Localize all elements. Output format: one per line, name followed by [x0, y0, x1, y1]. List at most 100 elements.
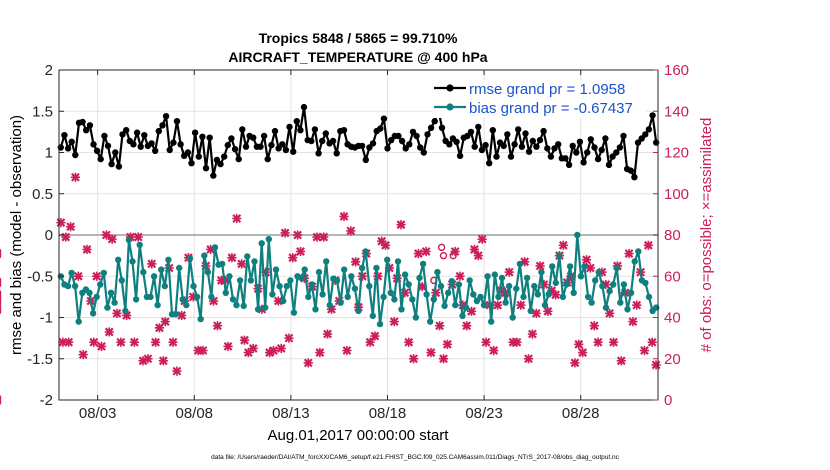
bias-point — [222, 289, 229, 296]
rmse-point — [580, 159, 587, 166]
rmse-point — [166, 146, 173, 154]
rmse-point — [398, 137, 406, 145]
rmse-point — [235, 155, 242, 163]
x-tick-label: 08/03 — [79, 405, 117, 422]
bias-point — [509, 314, 516, 321]
y-tick-label-right: 20 — [664, 351, 681, 368]
rmse-point — [152, 147, 159, 154]
rmse-point — [402, 145, 409, 152]
grid-lines — [59, 69, 658, 401]
bias-point — [297, 274, 305, 282]
bias-point — [645, 293, 653, 301]
assimilated-count-marker — [268, 345, 279, 356]
rmse-point — [551, 145, 558, 152]
rmse-point — [638, 135, 645, 142]
x-axis-label: Aug.01,2017 00:00:00 start — [268, 427, 450, 444]
rmse-point — [525, 148, 533, 155]
bias-point — [315, 268, 323, 276]
rmse-point — [162, 113, 170, 120]
rmse-point — [93, 147, 101, 154]
rmse-point — [206, 134, 213, 141]
bias-point — [441, 302, 448, 310]
rmse-point — [500, 142, 507, 150]
assimilated-count-marker — [61, 232, 71, 242]
assimilated-count-marker — [523, 354, 534, 364]
bias-point — [627, 289, 635, 296]
rmse-point — [333, 150, 340, 157]
assimilated-count-marker — [455, 271, 465, 281]
legend: rmse grand pr = 1.0958 bias grand pr = -… — [432, 80, 646, 118]
assimilated-count-marker — [351, 257, 361, 267]
rmse-point — [555, 141, 562, 148]
assimilated-count-marker — [632, 300, 642, 310]
bias-point — [452, 301, 459, 309]
bias-point — [380, 293, 387, 301]
rmse-point — [547, 153, 555, 160]
bias-point — [265, 235, 272, 243]
bias-point — [226, 273, 233, 280]
bias-point — [376, 320, 384, 328]
bias-point — [201, 252, 208, 259]
assimilated-count-marker — [319, 232, 329, 242]
rmse-point — [250, 134, 257, 141]
assimilated-count-marker — [380, 240, 391, 250]
bias-point — [115, 256, 122, 263]
rmse-point — [231, 146, 239, 153]
assimilated-count-marker — [315, 347, 325, 358]
bias-point — [71, 282, 79, 290]
assimilated-count-marker — [147, 259, 157, 269]
y-tick-label-left: -2 — [40, 392, 53, 409]
x-tick-label: 08/08 — [175, 405, 213, 422]
rmse-point — [104, 142, 112, 150]
assimilated-count-marker — [248, 343, 258, 354]
bias-point — [244, 253, 251, 260]
assimilated-count-marker — [116, 337, 126, 347]
assimilated-count-marker — [92, 271, 102, 281]
rmse-point — [202, 165, 210, 172]
bias-point — [308, 281, 316, 288]
assimilated-count-marker — [550, 290, 561, 300]
assimilated-count-marker — [396, 220, 406, 230]
bias-point — [176, 264, 183, 272]
bias-point — [154, 301, 161, 309]
rmse-point — [221, 153, 228, 160]
bias-point — [64, 282, 72, 290]
rmse-point — [159, 122, 166, 129]
bias-point — [617, 299, 624, 306]
bias-point — [448, 278, 455, 285]
rmse-point — [290, 148, 297, 155]
bias-point — [280, 297, 287, 305]
rmse-point — [406, 141, 413, 148]
rmse-point — [195, 153, 202, 160]
rmse-point — [427, 124, 435, 131]
bias-point — [337, 299, 344, 306]
rmse-point — [431, 118, 438, 125]
rmse-point — [634, 139, 642, 146]
y-tick-label-right: 140 — [664, 103, 689, 120]
bias-point — [527, 307, 534, 315]
y-tick-label-left: -1 — [40, 310, 53, 327]
legend-rmse-marker — [446, 84, 454, 92]
rmse-point — [388, 136, 395, 144]
rmse-point — [275, 145, 282, 152]
bias-point — [491, 271, 498, 278]
bias-point — [136, 241, 143, 249]
bias-point — [592, 277, 599, 284]
assimilated-count-marker — [212, 321, 223, 331]
data-series — [0, 103, 661, 405]
bias-point — [642, 279, 649, 287]
bias-point — [394, 258, 402, 265]
bias-point — [484, 273, 491, 280]
rmse-point — [594, 155, 602, 163]
rmse-point — [184, 149, 192, 156]
y-axis-label-right: # of obs: o=possible; ×=assimilated — [698, 118, 715, 353]
rmse-point — [257, 143, 264, 150]
assimilated-count-marker — [133, 232, 143, 242]
assimilated-count-marker — [643, 240, 653, 250]
bias-point — [502, 299, 509, 306]
rmse-point — [424, 131, 431, 138]
bias-point — [437, 282, 445, 290]
rmse-point — [631, 174, 638, 181]
rmse-point — [115, 163, 123, 170]
rmse-point — [645, 126, 653, 133]
